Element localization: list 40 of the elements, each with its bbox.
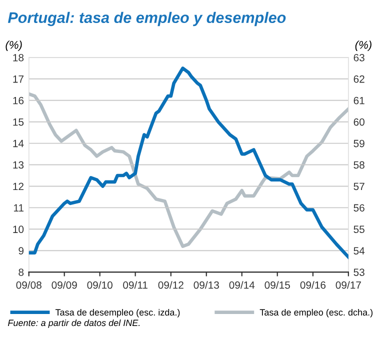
x-tick-label: 09/08 [16,281,42,289]
y2-tick-label: 54 [354,247,365,255]
x-tick-label: 09/17 [336,281,361,289]
y2-tick-label: 61 [354,96,364,104]
x-tick-label: 09/09 [52,281,77,289]
y-tick-label: 18 [13,54,24,62]
y2-tick-label: 56 [354,204,364,212]
line-series [28,66,348,259]
line-series [28,92,348,248]
source-note: Fuente: a partir de datos del INE. [8,319,140,328]
legend-label: Tasa de empleo (esc. dcha.) [260,308,372,318]
y-tick-label: 12 [13,182,24,190]
y-tick-label: 13 [13,161,24,169]
x-tick-label: 09/14 [229,281,255,289]
legend-label: Tasa de desempleo (esc. izda.) [55,308,180,318]
y2-tick-label: 55 [354,226,364,234]
y2-axis-title: (%) [355,40,372,52]
y-tick-label: 11 [14,204,24,212]
y2-tick-label: 59 [354,140,364,148]
y2-tick-label: 63 [354,54,364,62]
y-tick-label: 14 [13,140,24,148]
x-tick-label: 09/16 [300,281,326,289]
y-tick-label: 17 [13,76,24,83]
x-tick-label: 09/10 [87,281,112,289]
y2-tick-label: 60 [354,118,364,126]
y-tick-label: 10 [13,226,24,234]
x-tick-label: 09/15 [264,281,290,289]
y-tick-label: 8 [18,268,24,276]
y-tick-label: 9 [18,247,24,255]
x-tick-label: 09/11 [123,281,148,289]
y2-tick-label: 62 [354,75,364,83]
y2-tick-label: 57 [354,182,364,190]
x-tick-label: 09/13 [194,281,219,289]
y-axis-title: (%) [6,40,22,52]
y2-tick-label: 53 [354,268,364,276]
chart-title: Portugal: tasa de empleo y desempleo [8,12,286,26]
y-tick-label: 15 [13,118,24,126]
y2-tick-label: 58 [354,161,364,169]
x-tick-label: 09/12 [158,281,184,289]
y-tick-label: 16 [13,96,24,104]
